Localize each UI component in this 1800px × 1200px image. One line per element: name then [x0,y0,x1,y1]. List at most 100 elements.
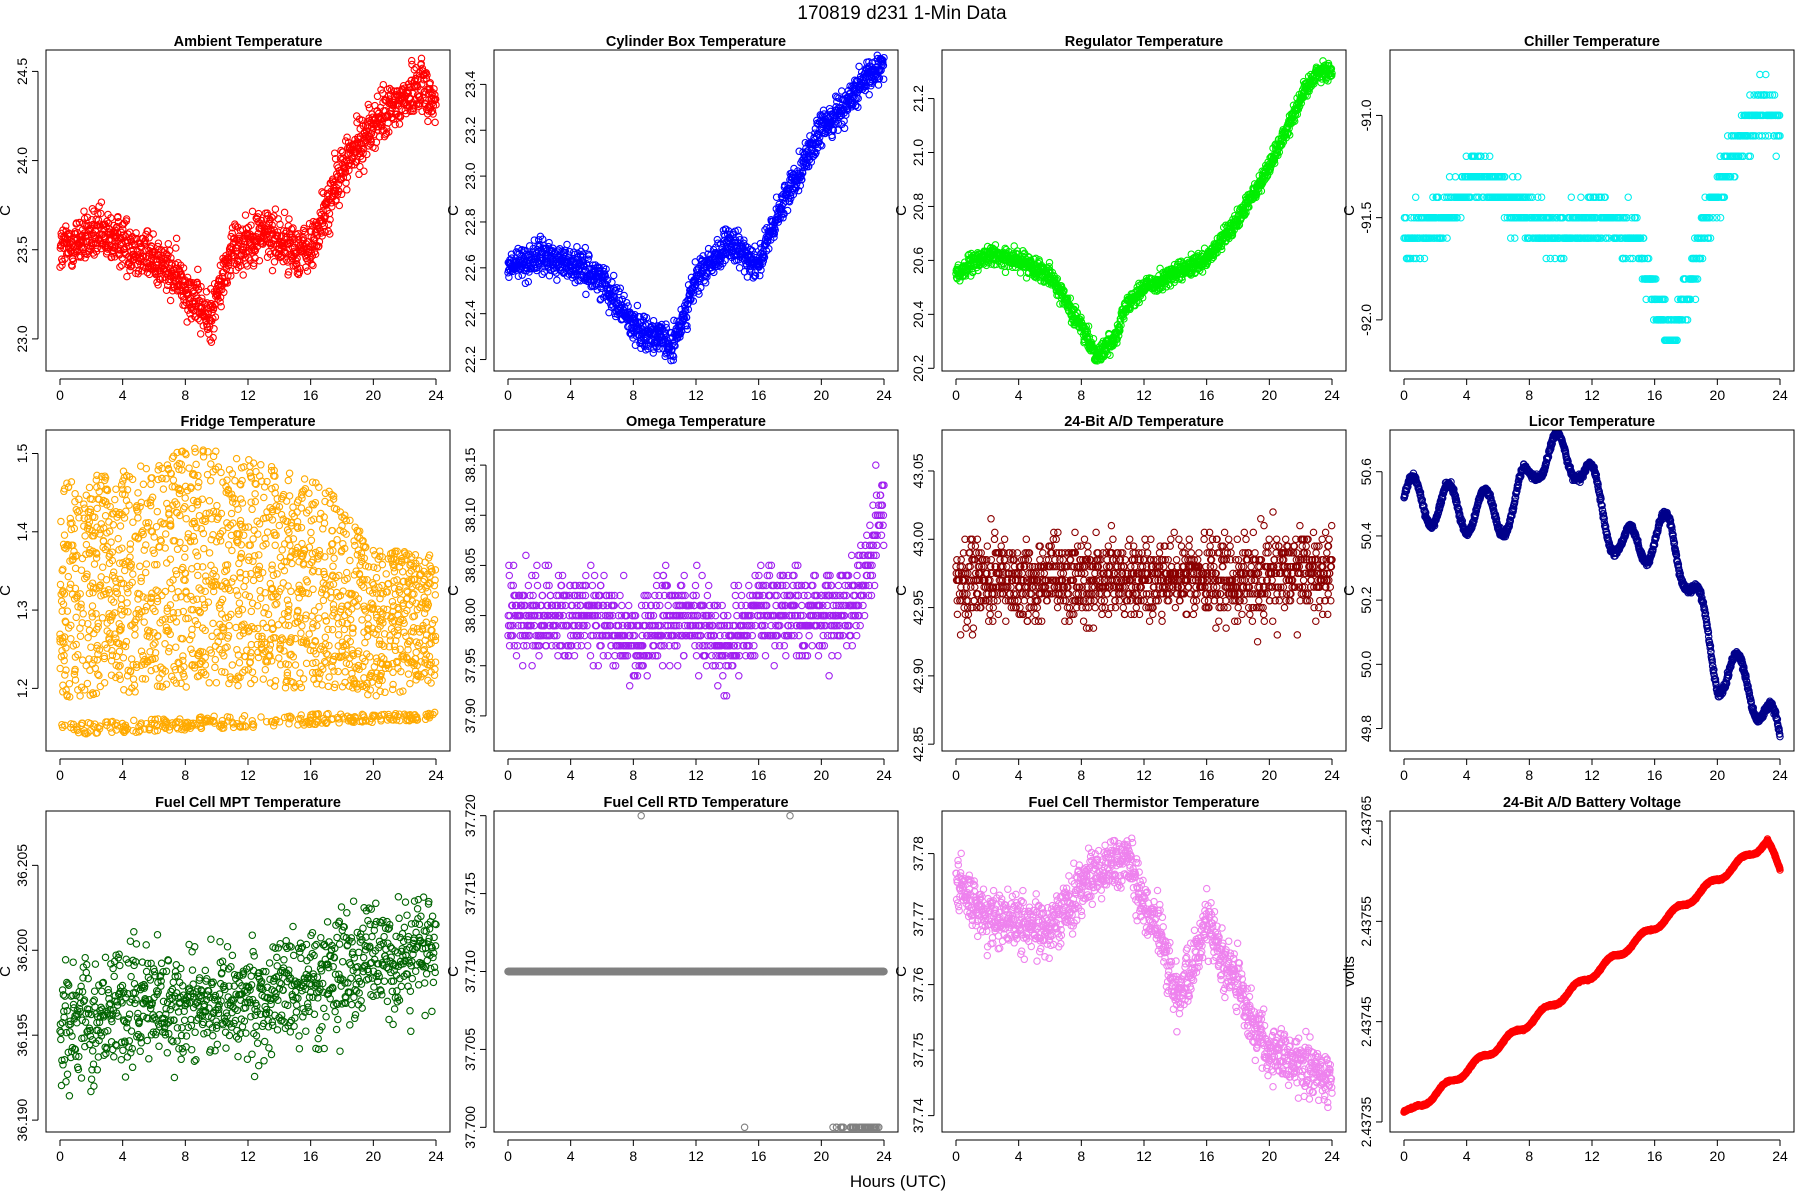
data-point [337,146,345,155]
data-point [120,219,129,227]
data-point [631,341,640,349]
y-axis-label: C [445,205,462,216]
x-tick-label: 4 [1015,387,1023,403]
data-point [1683,316,1692,324]
data-point [396,113,405,121]
data-point [293,254,301,263]
data-point [751,271,760,280]
data-point [379,80,388,89]
data-point [326,215,334,224]
data-point [431,91,439,99]
data-point [854,94,862,103]
data-point [166,296,175,305]
data-point [149,230,157,238]
data-point [649,349,658,357]
data-point [335,201,344,210]
data-point [276,220,284,229]
data-point [779,214,787,222]
y-tick-label: 23.4 [462,71,478,98]
x-tick-label: 24 [428,387,444,403]
data-point [1602,234,1611,242]
data-point [1557,254,1566,263]
data-point [1623,213,1631,222]
data-point [1764,132,1773,140]
data-point [1521,234,1530,242]
data-point [416,99,424,108]
data-point [710,268,718,277]
data-point [563,240,571,249]
data-point [1475,193,1483,201]
data-point [879,61,888,70]
data-point [808,140,816,149]
x-tick-label: 0 [1400,387,1408,403]
data-point [1706,234,1715,242]
chart-title: Fridge Temperature [180,414,315,430]
data-point [168,271,177,279]
data-point [682,313,691,322]
data-point [689,297,698,305]
data-point [595,263,603,272]
data-point [1775,111,1784,120]
data-point [771,226,779,234]
data-point [670,316,678,325]
x-tick-label: 12 [688,387,704,403]
data-point [235,610,243,618]
data-point [189,279,198,287]
data-point [1485,152,1494,161]
data-point [991,241,1000,249]
data-point [820,110,828,118]
data-points [56,444,440,738]
data-point [273,231,282,240]
data-point [616,284,625,293]
data-point [296,264,304,273]
x-tick-label: 16 [303,387,319,403]
x-tick-label: 16 [751,387,767,403]
data-points [1400,70,1784,345]
data-point [284,268,293,276]
data-point [1242,209,1250,217]
data-point [85,247,93,255]
data-point [271,205,280,213]
plot-frame [493,49,899,372]
data-point [865,90,873,99]
data-point [255,256,264,265]
data-point [141,236,150,244]
data-point [1113,339,1121,347]
y-tick-label: -91.5 [1358,201,1374,233]
x-tick-label: 20 [814,387,830,403]
data-point [1726,173,1735,181]
data-point [1064,299,1073,307]
plot-frame [941,49,1347,372]
data-point [251,246,260,255]
data-point [1704,234,1713,242]
y-tick-label: 21.0 [910,139,926,166]
data-point [210,325,218,333]
data-point [1716,213,1725,222]
data-point [414,76,422,84]
data-point [418,80,426,88]
data-point [582,259,591,268]
data-point [1626,254,1635,263]
data-point [116,263,124,271]
data-point [300,224,308,233]
data-point [770,230,779,238]
data-point [179,264,188,272]
x-tick-label: 24 [876,387,892,403]
data-point [358,116,366,125]
y-tick-label: 22.2 [462,346,478,373]
data-point [668,351,677,360]
data-point [301,263,310,272]
data-point [524,277,533,286]
y-tick-label: 22.8 [462,208,478,235]
data-point [95,202,103,210]
data-points [504,51,888,365]
data-point [196,330,205,338]
data-point [245,553,253,561]
data-point [1537,193,1546,201]
data-point [861,86,869,95]
data-point [344,138,353,147]
data-point [303,267,312,275]
data-point [1526,193,1535,201]
